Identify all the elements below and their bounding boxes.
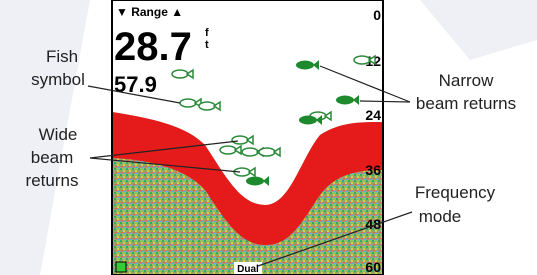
- scale-label: 60: [365, 259, 381, 275]
- callout-text: Fish: [46, 47, 78, 66]
- range-label: ▼ Range ▲: [116, 5, 183, 19]
- callout-text: beam: [31, 148, 74, 167]
- depth-unit: f: [205, 27, 209, 39]
- frequency-indicator: Dual: [237, 264, 259, 275]
- scale-label: 0: [373, 7, 381, 23]
- depth-unit: t: [205, 39, 209, 51]
- status-icon: [116, 262, 126, 272]
- callout-text: Wide: [39, 125, 78, 144]
- callout-text: Narrow: [439, 71, 495, 90]
- callout-text: returns: [26, 171, 79, 190]
- callout-text: beam returns: [416, 94, 516, 113]
- depth-readout: 28.7: [114, 25, 192, 69]
- scale-label: 24: [365, 107, 381, 123]
- callout-text: Frequency: [415, 183, 496, 202]
- callout-text: mode: [419, 207, 462, 226]
- page: {"screen": {"range_label": "▼ Range ▲", …: [0, 0, 537, 275]
- callout-text: symbol: [31, 70, 85, 89]
- backdrop: [420, 0, 537, 60]
- scale-label: 36: [365, 162, 381, 178]
- diagram: ▼ Range ▲ 28.7 f t 57.9 0 12 24 36 48 60…: [0, 0, 537, 275]
- temperature: 57.9: [114, 72, 157, 97]
- sonar-screen: ▼ Range ▲ 28.7 f t 57.9 0 12 24 36 48 60…: [112, 0, 383, 275]
